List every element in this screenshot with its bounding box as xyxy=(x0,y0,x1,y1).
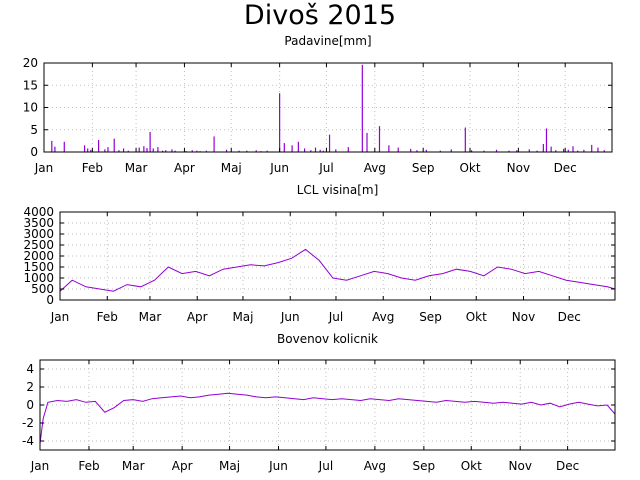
panel-1-ytick-label-1: 5 xyxy=(30,123,38,137)
panel-3-xtick-label-10: Nov xyxy=(509,459,532,473)
panel-2-ytick-label-6: 3000 xyxy=(23,227,54,241)
panel-1-ytick-label-3: 15 xyxy=(23,78,38,92)
panel-3-ytick-label-1: -2 xyxy=(22,416,34,430)
panel-3-ytick-label-3: 2 xyxy=(26,380,34,394)
panel-1-xtick-label-6: Jul xyxy=(318,161,333,175)
panel-3-xtick-label-6: Jul xyxy=(318,459,333,473)
panel-2-xtick-label-0: Jan xyxy=(50,310,70,324)
panel-2-xtick-label-5: Jun xyxy=(280,310,300,324)
panel-2-xtick-label-6: Jul xyxy=(328,310,343,324)
panel-3-xtick-label-3: Apr xyxy=(172,459,193,473)
panel-1-xtick-label-5: Jun xyxy=(269,161,289,175)
panel-1-xtick-label-4: Maj xyxy=(221,161,242,175)
panel-3-series-line xyxy=(39,392,616,444)
panel-3-xtick-label-7: Avg xyxy=(364,459,386,473)
panel-3-ytick-label-2: 0 xyxy=(26,398,34,412)
panel-2-ytick-label-7: 3500 xyxy=(23,216,54,230)
panel-3-xtick-label-1: Feb xyxy=(78,459,99,473)
panel-2-xtick-label-1: Feb xyxy=(97,310,118,324)
panel-2-xtick-label-8: Sep xyxy=(419,310,442,324)
panel-2-xtick-label-7: Avg xyxy=(372,310,394,324)
panel-2-ytick-label-0: 0 xyxy=(46,293,54,307)
chart-title: Divoš 2015 xyxy=(243,0,397,31)
panel-3-ytick-label-0: -4 xyxy=(22,434,34,448)
panel-3-xtick-label-8: Sep xyxy=(413,459,436,473)
panel-1-xtick-label-8: Sep xyxy=(412,161,435,175)
panel-2-frame xyxy=(59,211,616,301)
panel-3-xtick-label-11: Dec xyxy=(556,459,579,473)
panel-2-ytick-label-1: 500 xyxy=(31,282,54,296)
panel-1-xtick-label-0: Jan xyxy=(34,161,54,175)
panel-2-xtick-label-9: Okt xyxy=(466,310,487,324)
panel-2-ytick-label-5: 2500 xyxy=(23,238,54,252)
panel-2-xtick-label-3: Apr xyxy=(187,310,208,324)
panel-2-ytick-label-4: 2000 xyxy=(23,249,54,263)
panel-2-xtick-label-2: Mar xyxy=(139,310,162,324)
panel-3-xtick-label-5: Jun xyxy=(268,459,288,473)
panel-1-ytick-label-0: 0 xyxy=(30,145,38,159)
panel-2-ytick-label-8: 4000 xyxy=(23,205,54,219)
panel-3-title: Bovenov kolicnik xyxy=(277,332,378,346)
panel-3-xtick-label-4: Maj xyxy=(219,459,240,473)
panel-1-xtick-label-3: Apr xyxy=(174,161,195,175)
panel-3-ytick-label-4: 4 xyxy=(26,362,34,376)
panel-2-ytick-label-2: 1000 xyxy=(23,271,54,285)
panel-1-xtick-label-11: Dec xyxy=(554,161,577,175)
panel-2-xtick-label-4: Maj xyxy=(232,310,253,324)
panel-1-ytick-label-2: 10 xyxy=(23,101,38,115)
panel-2-ytick-label-3: 1500 xyxy=(23,260,54,274)
panel-1-xtick-label-10: Nov xyxy=(507,161,530,175)
panel-1-xtick-label-9: Okt xyxy=(459,161,480,175)
panel-2-title: LCL visina[m] xyxy=(297,183,379,197)
panel-1-xtick-label-7: Avg xyxy=(364,161,386,175)
panel-1-xtick-label-2: Mar xyxy=(125,161,148,175)
panel-2-xtick-label-10: Nov xyxy=(512,310,535,324)
panel-2-series-line xyxy=(59,248,616,292)
panel-3-xtick-label-2: Mar xyxy=(122,459,145,473)
panel-1-ytick-label-4: 20 xyxy=(23,56,38,70)
panel-3-xtick-label-9: Okt xyxy=(461,459,482,473)
panel-1-xtick-label-1: Feb xyxy=(82,161,103,175)
panel-1-title: Padavine[mm] xyxy=(284,34,371,48)
panel-3-xtick-label-0: Jan xyxy=(30,459,50,473)
panel-2-xtick-label-11: Dec xyxy=(558,310,581,324)
